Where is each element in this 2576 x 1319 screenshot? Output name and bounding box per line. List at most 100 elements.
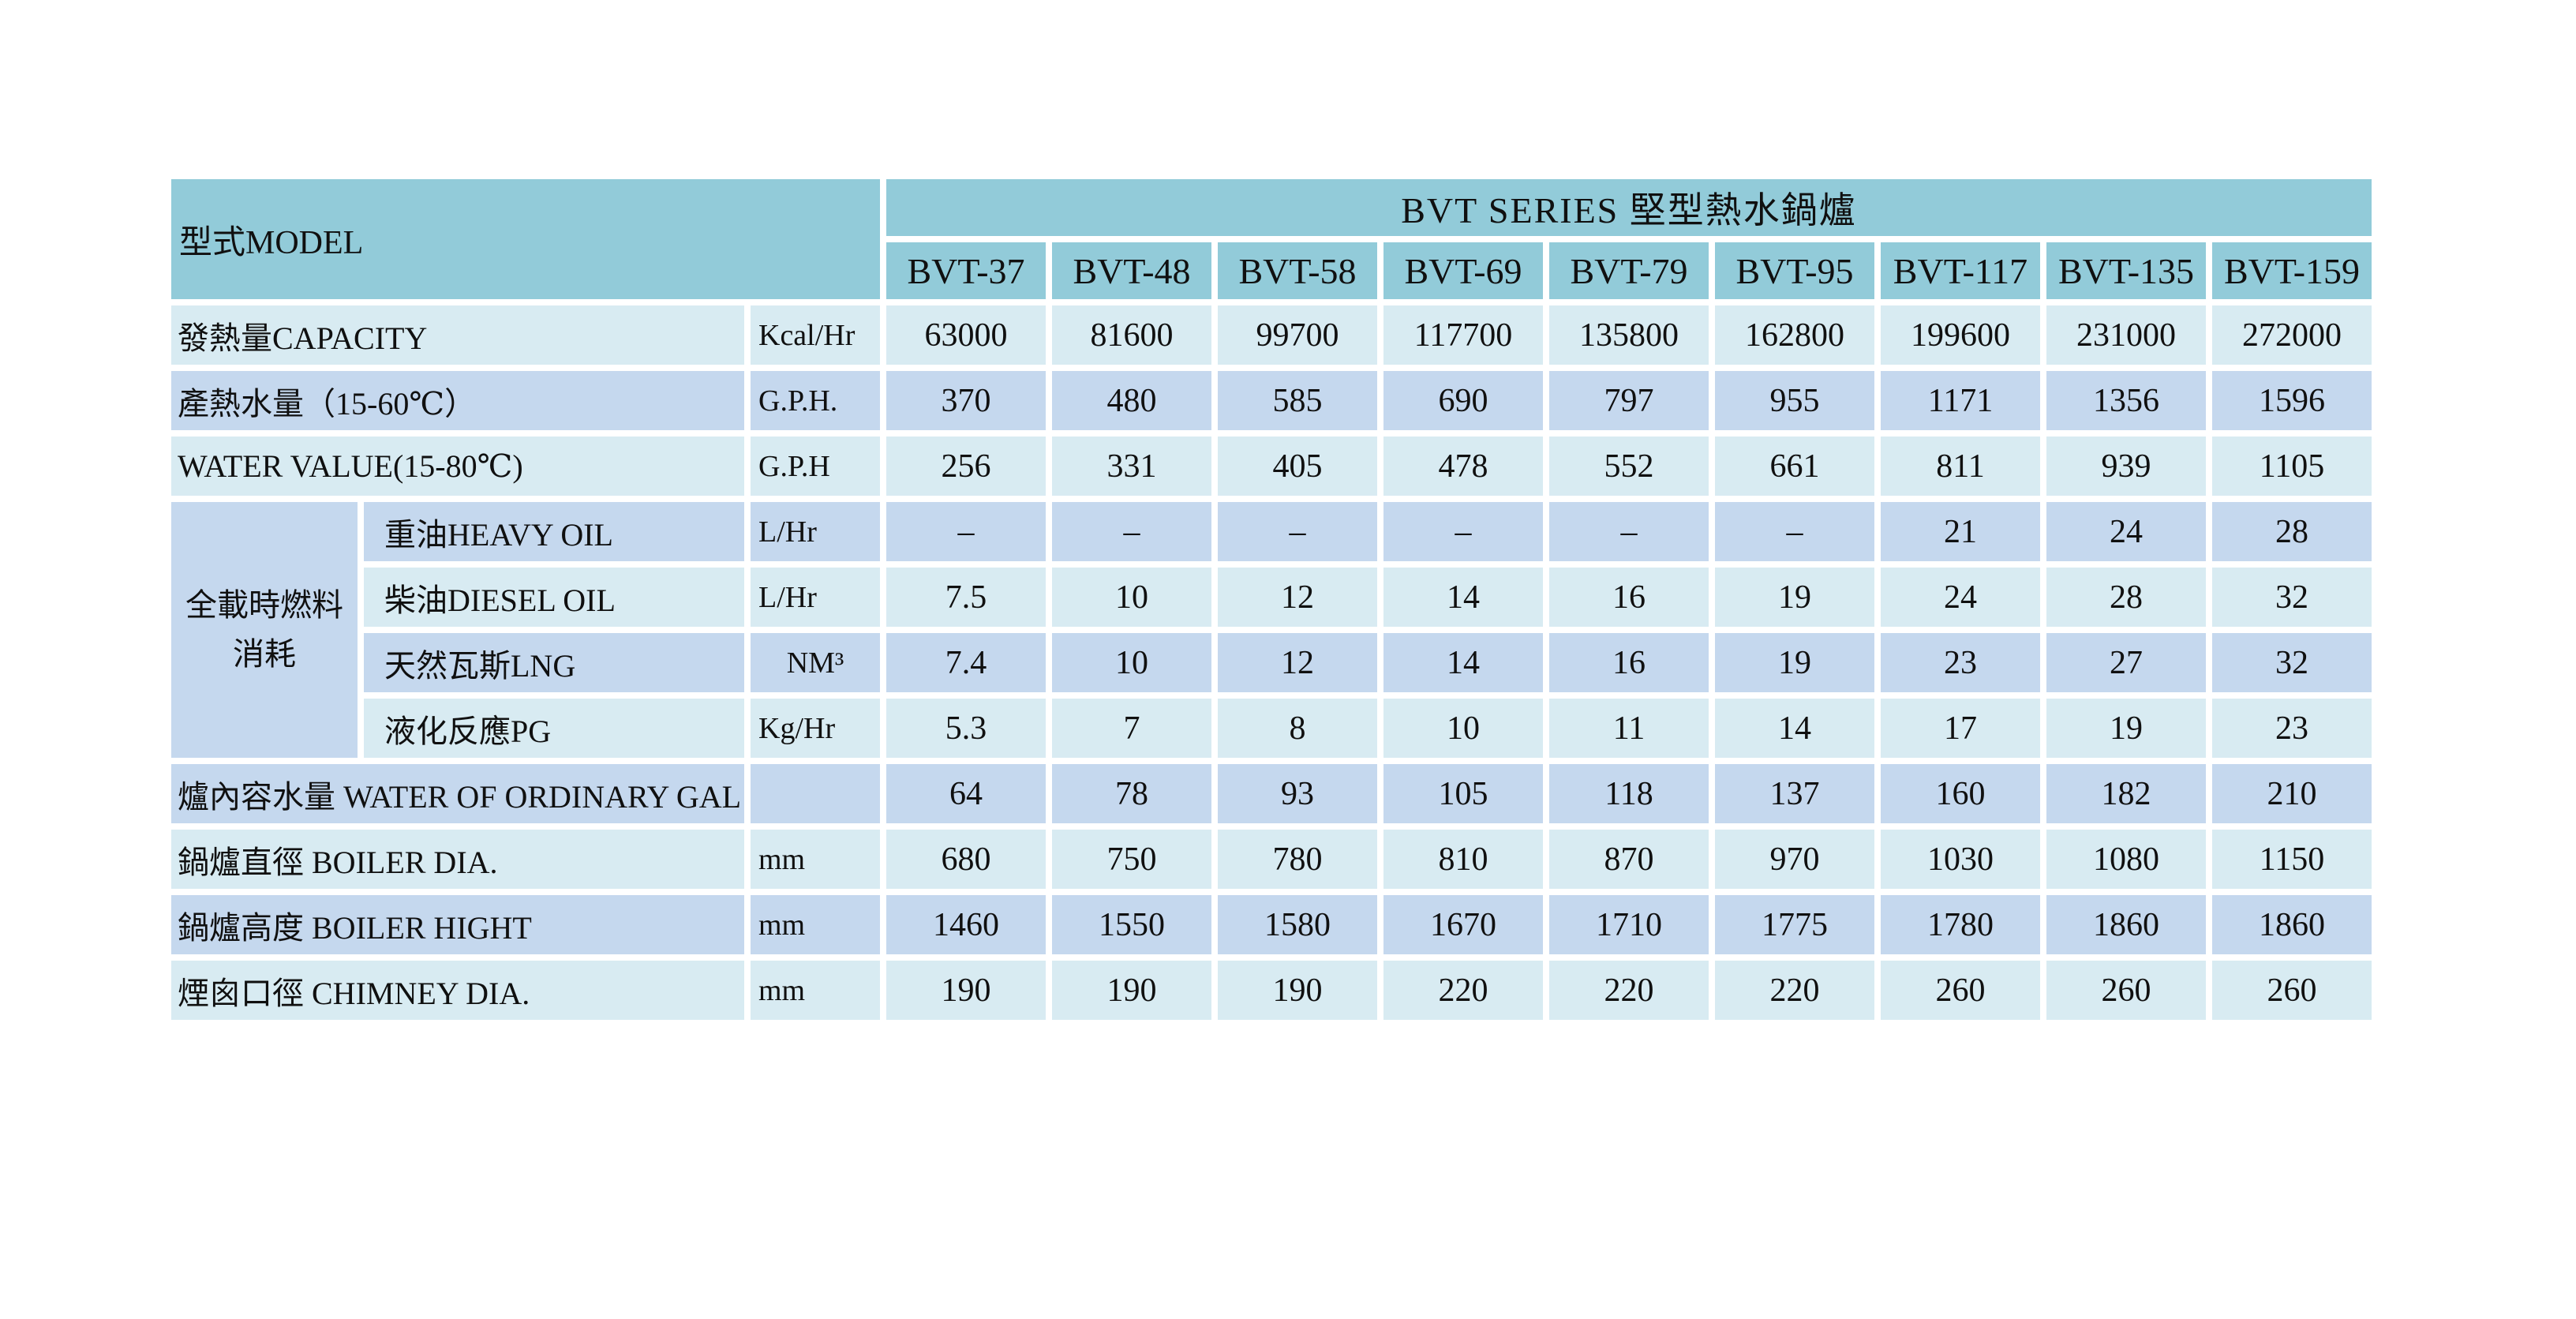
value-cell: 17	[1881, 699, 2040, 758]
table-row: 全載時燃料 消耗 重油HEAVY OIL L/Hr – – – – – – 21 …	[171, 502, 2372, 758]
row-unit: NM³	[751, 633, 880, 692]
model-header: BVT-79	[1549, 242, 1709, 299]
value-cell: 19	[2046, 699, 2206, 758]
row-unit	[751, 764, 880, 823]
value-cell: 23	[1881, 633, 2040, 692]
value-cell: 28	[2046, 568, 2206, 627]
value-cell: 1670	[1383, 895, 1543, 954]
table-row: WATER VALUE(15-80℃) G.P.H 256 331 405 47…	[171, 437, 2372, 496]
row-label: 發熱量CAPACITY	[171, 305, 744, 365]
value-cell: 10	[1383, 699, 1543, 758]
value-cell: 661	[1715, 437, 1874, 496]
value-cell: 1860	[2212, 895, 2372, 954]
model-header: BVT-117	[1881, 242, 2040, 299]
value-cell: 797	[1549, 371, 1709, 430]
row-label: 爐內容水量 WATER OF ORDINARY GAL	[171, 764, 744, 823]
value-cell: 14	[1715, 699, 1874, 758]
value-cell: 939	[2046, 437, 2206, 496]
value-cell: 14	[1383, 633, 1543, 692]
value-cell: 870	[1549, 830, 1709, 889]
value-cell: 370	[886, 371, 1046, 430]
value-cell: 680	[886, 830, 1046, 889]
value-cell: 63000	[886, 305, 1046, 365]
value-cell: 99700	[1218, 305, 1377, 365]
value-cell: 1030	[1881, 830, 2040, 889]
value-cell: 585	[1218, 371, 1377, 430]
table-row: 天然瓦斯LNG NM³ 7.4 10 12 14 16 19 23 27 32	[171, 633, 2372, 692]
value-cell: 1710	[1549, 895, 1709, 954]
value-cell: 118	[1549, 764, 1709, 823]
value-cell: 810	[1383, 830, 1543, 889]
row-unit: Kcal/Hr	[751, 305, 880, 365]
row-unit: mm	[751, 961, 880, 1020]
value-cell: 11	[1549, 699, 1709, 758]
row-unit: mm	[751, 895, 880, 954]
value-cell: 93	[1218, 764, 1377, 823]
value-cell: –	[1549, 502, 1709, 561]
value-cell: 81600	[1052, 305, 1211, 365]
value-cell: 478	[1383, 437, 1543, 496]
row-unit: Kg/Hr	[751, 699, 880, 758]
row-unit: L/Hr	[751, 568, 880, 627]
model-header-row: BVT-37 BVT-48 BVT-58 BVT-69 BVT-79 BVT-9…	[171, 242, 2372, 299]
model-header: BVT-58	[1218, 242, 1377, 299]
value-cell: 1596	[2212, 371, 2372, 430]
value-cell: 272000	[2212, 305, 2372, 365]
value-cell: 260	[2212, 961, 2372, 1020]
value-cell: 12	[1218, 633, 1377, 692]
model-header: BVT-135	[2046, 242, 2206, 299]
value-cell: 16	[1549, 633, 1709, 692]
series-title: BVT SERIES 堅型熱水鍋爐	[886, 179, 2372, 236]
value-cell: 19	[1715, 633, 1874, 692]
value-cell: 811	[1881, 437, 2040, 496]
fuel-group-line2: 消耗	[233, 636, 296, 672]
row-label: 重油HEAVY OIL	[364, 502, 744, 561]
row-unit: G.P.H	[751, 437, 880, 496]
value-cell: 10	[1052, 568, 1211, 627]
value-cell: 19	[1715, 568, 1874, 627]
value-cell: –	[1218, 502, 1377, 561]
value-cell: 260	[2046, 961, 2206, 1020]
value-cell: 1580	[1218, 895, 1377, 954]
value-cell: 190	[1218, 961, 1377, 1020]
value-cell: 1171	[1881, 371, 2040, 430]
value-cell: 1460	[886, 895, 1046, 954]
value-cell: 190	[886, 961, 1046, 1020]
value-cell: 1150	[2212, 830, 2372, 889]
value-cell: 220	[1549, 961, 1709, 1020]
value-cell: 405	[1218, 437, 1377, 496]
value-cell: 690	[1383, 371, 1543, 430]
value-cell: 117700	[1383, 305, 1543, 365]
value-cell: 21	[1881, 502, 2040, 561]
value-cell: 7.4	[886, 633, 1046, 692]
boiler-spec-table: 型式MODEL BVT SERIES 堅型熱水鍋爐 BVT-37 BVT-48 …	[165, 173, 2378, 1026]
value-cell: 8	[1218, 699, 1377, 758]
value-cell: 955	[1715, 371, 1874, 430]
table-row: 鍋爐高度 BOILER HIGHT mm 1460 1550 1580 1670…	[171, 895, 2372, 954]
value-cell: 27	[2046, 633, 2206, 692]
value-cell: 14	[1383, 568, 1543, 627]
model-header: BVT-48	[1052, 242, 1211, 299]
table-row: 發熱量CAPACITY Kcal/Hr 63000 81600 99700 11…	[171, 305, 2372, 365]
table-row: 產熱水量（15-60℃） G.P.H. 370 480 585 690 797 …	[171, 371, 2372, 430]
value-cell: –	[1383, 502, 1543, 561]
value-cell: 331	[1052, 437, 1211, 496]
row-label: 鍋爐高度 BOILER HIGHT	[171, 895, 744, 954]
value-cell: 32	[2212, 633, 2372, 692]
value-cell: 1105	[2212, 437, 2372, 496]
table-row: 柴油DIESEL OIL L/Hr 7.5 10 12 14 16 19 24 …	[171, 568, 2372, 627]
value-cell: 1780	[1881, 895, 2040, 954]
row-unit: G.P.H.	[751, 371, 880, 430]
value-cell: 1080	[2046, 830, 2206, 889]
table-row: 液化反應PG Kg/Hr 5.3 7 8 10 11 14 17 19 23	[171, 699, 2372, 758]
value-cell: 12	[1218, 568, 1377, 627]
fuel-group-label: 全載時燃料 消耗	[171, 502, 358, 758]
value-cell: 750	[1052, 830, 1211, 889]
value-cell: 32	[2212, 568, 2372, 627]
value-cell: 24	[2046, 502, 2206, 561]
value-cell: 970	[1715, 830, 1874, 889]
row-label: 天然瓦斯LNG	[364, 633, 744, 692]
value-cell: 256	[886, 437, 1046, 496]
corner-model-label: 型式MODEL	[171, 179, 880, 299]
row-label: 煙囪口徑 CHIMNEY DIA.	[171, 961, 744, 1020]
